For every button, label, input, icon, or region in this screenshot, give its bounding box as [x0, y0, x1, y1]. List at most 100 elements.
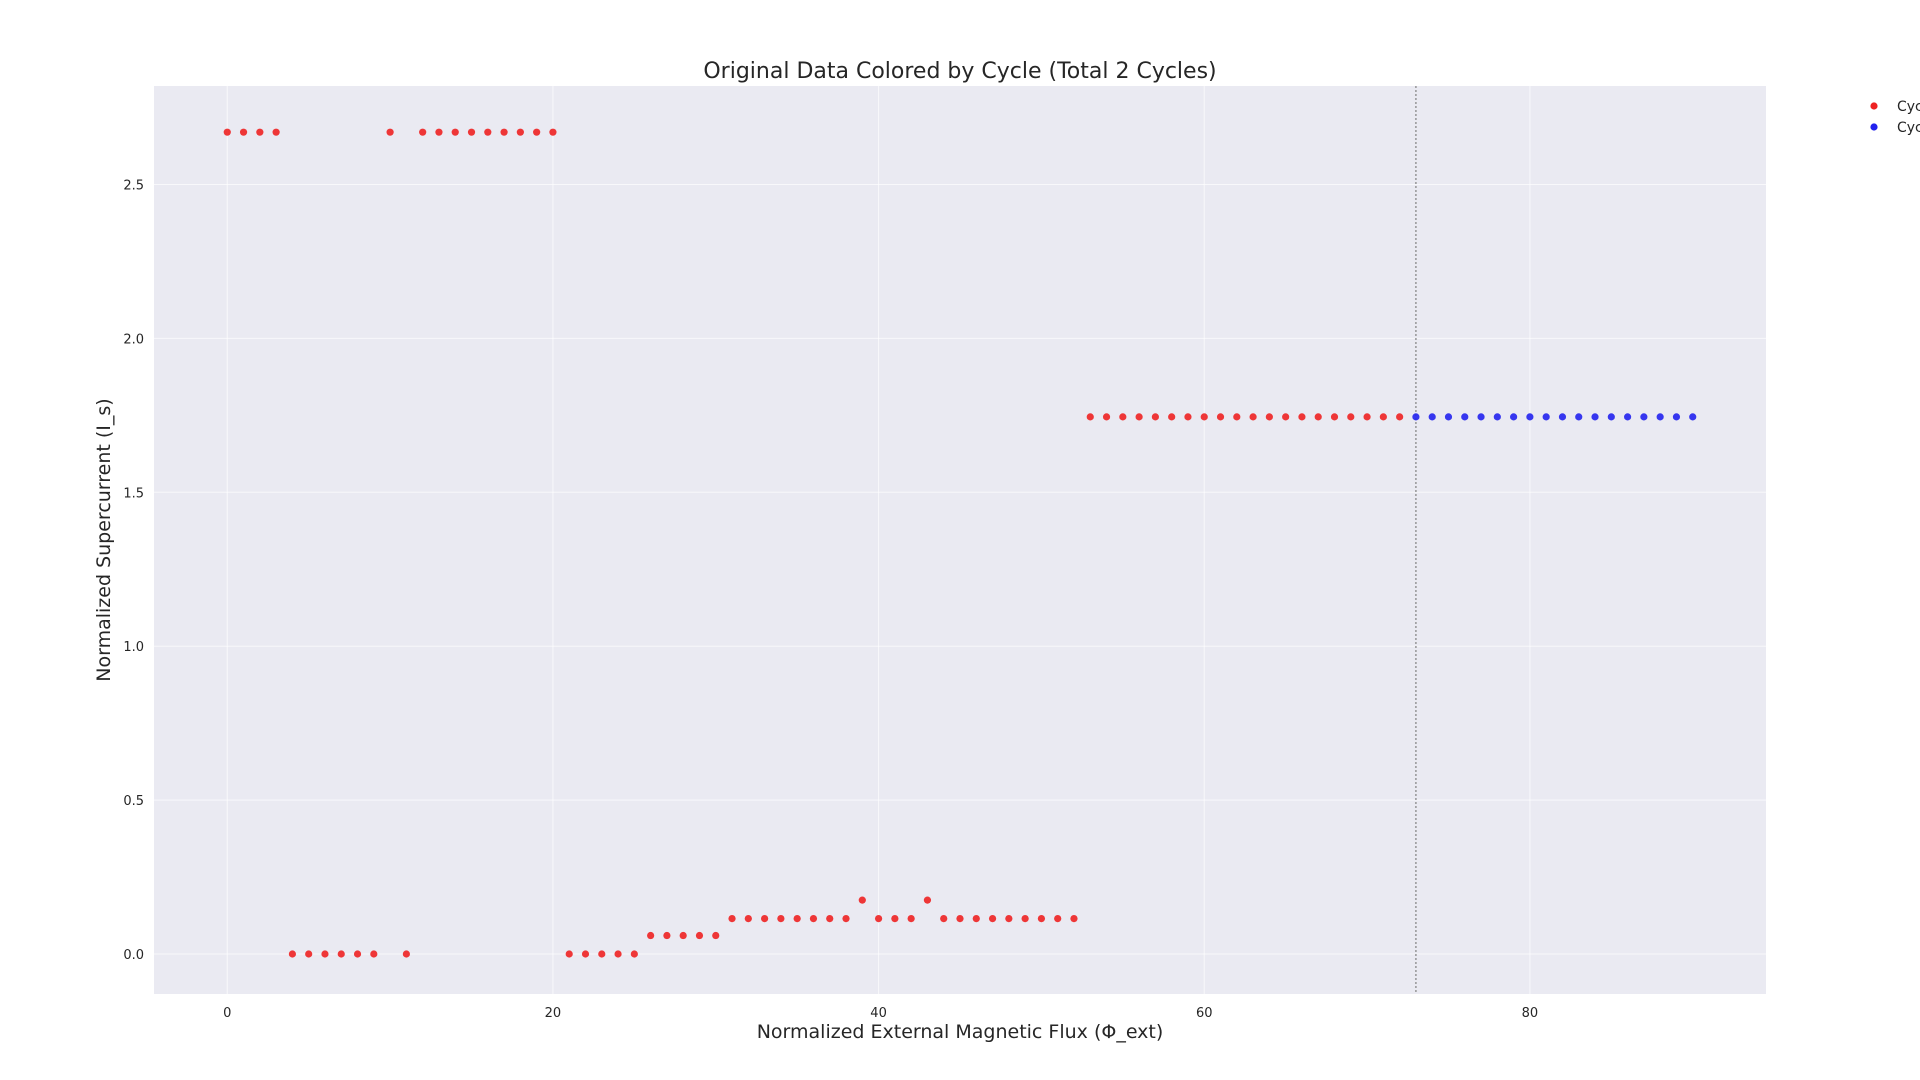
data-point: [1477, 413, 1485, 421]
data-point: [647, 931, 655, 940]
data-point: [1412, 413, 1420, 421]
data-point: [402, 950, 410, 958]
data-point: [1461, 413, 1469, 421]
plot-area: [154, 86, 1766, 994]
x-tick-label: 0: [223, 1006, 231, 1021]
data-point: [1168, 413, 1176, 421]
data-point: [1119, 413, 1127, 421]
data-point: [386, 128, 394, 136]
data-point: [239, 128, 248, 136]
data-point: [419, 128, 427, 136]
data-point: [712, 931, 720, 940]
data-point: [467, 128, 476, 136]
data-point: [1347, 413, 1355, 421]
data-point: [1558, 413, 1567, 421]
data-point: [1200, 413, 1208, 421]
legend-marker: [1870, 123, 1878, 131]
data-point: [337, 950, 345, 958]
data-point: [907, 914, 915, 923]
data-point: [451, 128, 459, 136]
data-point: [435, 128, 443, 136]
data-point: [1102, 413, 1111, 421]
data-point: [1575, 413, 1583, 421]
data-point: [1135, 413, 1143, 421]
data-point: [1216, 413, 1225, 421]
y-tick-label: 2.0: [123, 332, 144, 347]
data-point: [858, 896, 866, 904]
data-point: [533, 128, 541, 136]
grid: [154, 86, 1766, 994]
y-tick-label: 1.5: [123, 486, 144, 501]
data-point: [1314, 413, 1322, 421]
data-point: [484, 128, 492, 136]
data-point: [305, 950, 313, 958]
data-point: [809, 914, 818, 923]
data-point: [1298, 413, 1306, 421]
x-tick-label: 80: [1522, 1006, 1539, 1021]
y-tick-label: 2.5: [123, 178, 144, 193]
data-point: [940, 914, 948, 923]
data-point: [679, 931, 687, 940]
data-point: [256, 128, 264, 136]
y-tick-label: 0.5: [123, 794, 144, 809]
legend: Cyc Cyc: [1870, 99, 1920, 136]
data-point: [744, 914, 752, 923]
data-point: [1607, 413, 1615, 421]
y-tick-label: 0.0: [123, 948, 144, 963]
data-point: [1151, 413, 1159, 421]
data-point: [793, 914, 801, 923]
data-point: [1396, 413, 1404, 421]
data-point: [1037, 914, 1046, 923]
data-point: [923, 896, 932, 904]
data-point: [549, 128, 557, 136]
data-point: [1623, 413, 1632, 421]
data-point: [1265, 413, 1273, 421]
x-axis-label: Normalized External Magnetic Flux (Φ_ext…: [757, 1021, 1164, 1043]
data-point: [1233, 413, 1241, 421]
data-point: [1672, 413, 1681, 421]
axis-ticks: 0 20 40 60 80 0.0 0.5 1.0 1.5 2.0 2.5: [123, 178, 1538, 1021]
data-point: [972, 914, 980, 923]
data-point: [500, 128, 508, 136]
data-point: [891, 914, 899, 923]
data-point: [1184, 413, 1192, 421]
data-point: [223, 128, 231, 136]
data-point: [956, 914, 964, 923]
data-point: [777, 914, 785, 923]
y-tick-label: 1.0: [123, 640, 144, 655]
data-point: [1656, 413, 1664, 421]
data-point: [761, 914, 769, 923]
data-point: [370, 950, 378, 958]
data-points: [223, 128, 1697, 958]
legend-label: Cyc: [1897, 120, 1920, 136]
data-point: [630, 950, 638, 958]
data-point: [1591, 413, 1599, 421]
data-point: [272, 128, 280, 136]
data-point: [1021, 914, 1029, 923]
data-point: [321, 950, 329, 958]
y-axis-label: Normalized Supercurrent (I_s): [93, 398, 115, 681]
data-point: [1526, 413, 1534, 421]
data-point: [1054, 914, 1062, 923]
data-point: [1510, 413, 1518, 421]
legend-marker: [1870, 102, 1878, 110]
data-point: [1086, 413, 1094, 421]
data-point: [565, 950, 573, 958]
x-tick-label: 20: [545, 1006, 562, 1021]
x-tick-label: 40: [870, 1006, 887, 1021]
data-point: [581, 950, 590, 958]
data-point: [288, 950, 297, 958]
data-point: [1640, 413, 1648, 421]
data-point: [988, 914, 997, 923]
chart-title: Original Data Colored by Cycle (Total 2 …: [703, 59, 1216, 84]
data-point: [1282, 413, 1290, 421]
data-point: [1249, 413, 1257, 421]
data-point: [1330, 413, 1339, 421]
data-point: [1005, 914, 1013, 923]
data-point: [826, 914, 834, 923]
data-point: [614, 950, 622, 958]
data-point: [663, 931, 671, 940]
data-point: [1689, 413, 1697, 421]
data-point: [1444, 413, 1453, 421]
